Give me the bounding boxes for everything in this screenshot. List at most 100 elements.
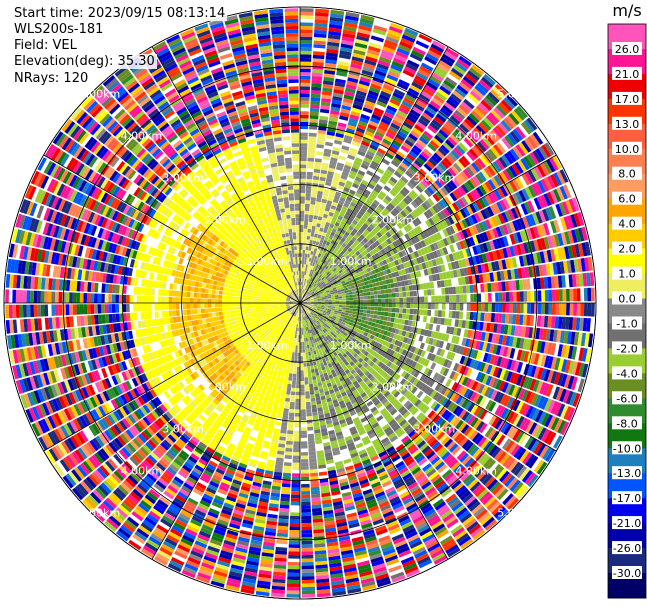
velocity-gate [418,168,428,177]
velocity-gate [393,116,404,124]
velocity-gate [304,282,307,287]
velocity-gate [385,298,389,303]
velocity-gate [303,239,307,243]
velocity-gate [422,148,433,157]
velocity-gate [323,73,335,79]
velocity-gate [573,288,578,302]
velocity-gate [318,257,323,262]
velocity-gate [314,300,318,302]
velocity-gate [442,247,449,255]
velocity-gate [546,249,553,262]
velocity-gate [406,291,410,297]
velocity-gate [427,289,432,296]
velocity-gate [296,331,299,335]
velocity-gate [333,290,338,294]
velocity-gate [473,107,485,119]
velocity-gate [300,217,304,222]
velocity-gate [547,276,552,289]
velocity-gate [306,344,310,349]
velocity-gate [402,218,409,226]
velocity-gate [410,229,417,237]
velocity-gate [329,20,343,26]
velocity-gate [301,579,315,584]
velocity-gate [416,121,427,130]
velocity-gate [300,164,307,169]
velocity-gate [399,220,406,228]
velocity-gate [549,190,558,204]
velocity-gate [302,298,306,301]
velocity-gate [432,40,446,50]
velocity-gate [374,154,383,161]
velocity-gate [314,271,318,276]
velocity-gate [372,137,382,145]
velocity-gate [303,285,305,290]
velocity-gate [419,115,431,124]
velocity-gate [365,258,371,264]
velocity-gate [399,263,405,270]
velocity-gate [469,67,482,79]
velocity-gate [344,231,350,237]
velocity-gate [372,264,378,270]
velocity-gate [555,203,563,217]
velocity-gate [460,78,473,90]
velocity-gate [500,270,505,281]
velocity-gate [481,220,489,231]
velocity-gate [388,101,399,110]
velocity-gate [358,25,372,32]
velocity-gate [540,277,545,289]
velocity-gate [321,263,325,268]
velocity-gate [365,284,370,289]
velocity-gate [457,173,466,183]
velocity-gate [314,233,318,238]
velocity-gate [308,289,312,293]
velocity-gate [550,174,559,188]
velocity-gate [514,268,519,279]
velocity-gate [303,300,307,302]
velocity-gate [280,500,290,506]
velocity-gate [356,293,360,297]
velocity-gate [463,207,471,217]
velocity-gate [496,201,504,213]
velocity-gate [301,590,316,595]
velocity-gate [369,214,376,221]
velocity-gate [332,179,339,185]
velocity-gate [492,227,499,239]
velocity-gate [328,27,342,33]
velocity-gate [303,289,306,294]
velocity-gate [353,49,366,56]
velocity-gate [579,273,584,287]
velocity-gate [293,345,296,349]
velocity-gate [449,244,456,253]
velocity-gate [296,377,300,382]
velocity-gate [331,153,339,159]
velocity-gate [339,300,343,303]
velocity-gate [300,430,307,435]
velocity-gate [294,413,300,417]
velocity-gate [507,133,518,146]
velocity-gate [562,184,572,199]
velocity-gate [346,128,355,134]
velocity-gate [310,483,320,488]
velocity-gate [493,271,498,282]
velocity-gate [476,312,481,321]
velocity-gate [336,203,343,209]
velocity-gate [363,62,376,70]
velocity-gate [426,209,434,218]
velocity-gate [478,274,484,283]
velocity-gate [463,137,474,148]
velocity-gate [367,183,375,190]
velocity-gate [311,225,316,230]
velocity-gate [550,249,556,262]
velocity-gate [377,311,382,316]
velocity-gate [560,217,568,231]
velocity-gate [314,304,318,306]
velocity-gate [311,292,315,296]
velocity-gate [356,299,361,303]
velocity-gate [497,313,503,323]
velocity-gate [373,25,388,33]
velocity-gate [357,86,368,94]
velocity-gate [435,113,447,123]
velocity-gate [331,99,342,105]
velocity-gate [465,248,472,257]
velocity-gate [481,169,490,180]
